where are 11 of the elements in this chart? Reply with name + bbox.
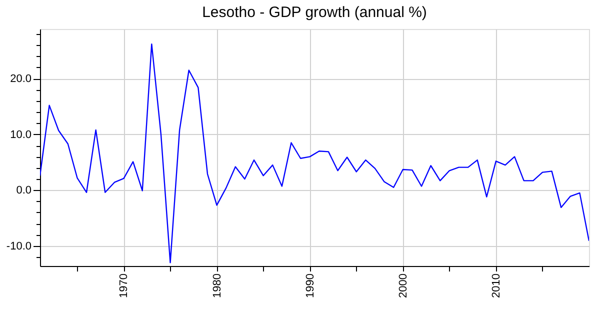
y-tick-label: 20.0 — [10, 73, 32, 86]
x-tick-label: 2010 — [490, 274, 502, 298]
x-tick-label: 1970 — [118, 274, 130, 298]
y-tick-label: 0.0 — [16, 184, 32, 197]
y-tick-label: -10.0 — [6, 240, 32, 252]
x-tick-label: 2000 — [397, 274, 410, 298]
line-series — [40, 43, 589, 264]
x-tick-label: 1990 — [304, 274, 316, 298]
y-tick-label: 10.0 — [10, 128, 32, 141]
chart-title: Lesotho - GDP growth (annual %) — [202, 4, 427, 22]
x-tick-label: 1980 — [211, 274, 224, 298]
